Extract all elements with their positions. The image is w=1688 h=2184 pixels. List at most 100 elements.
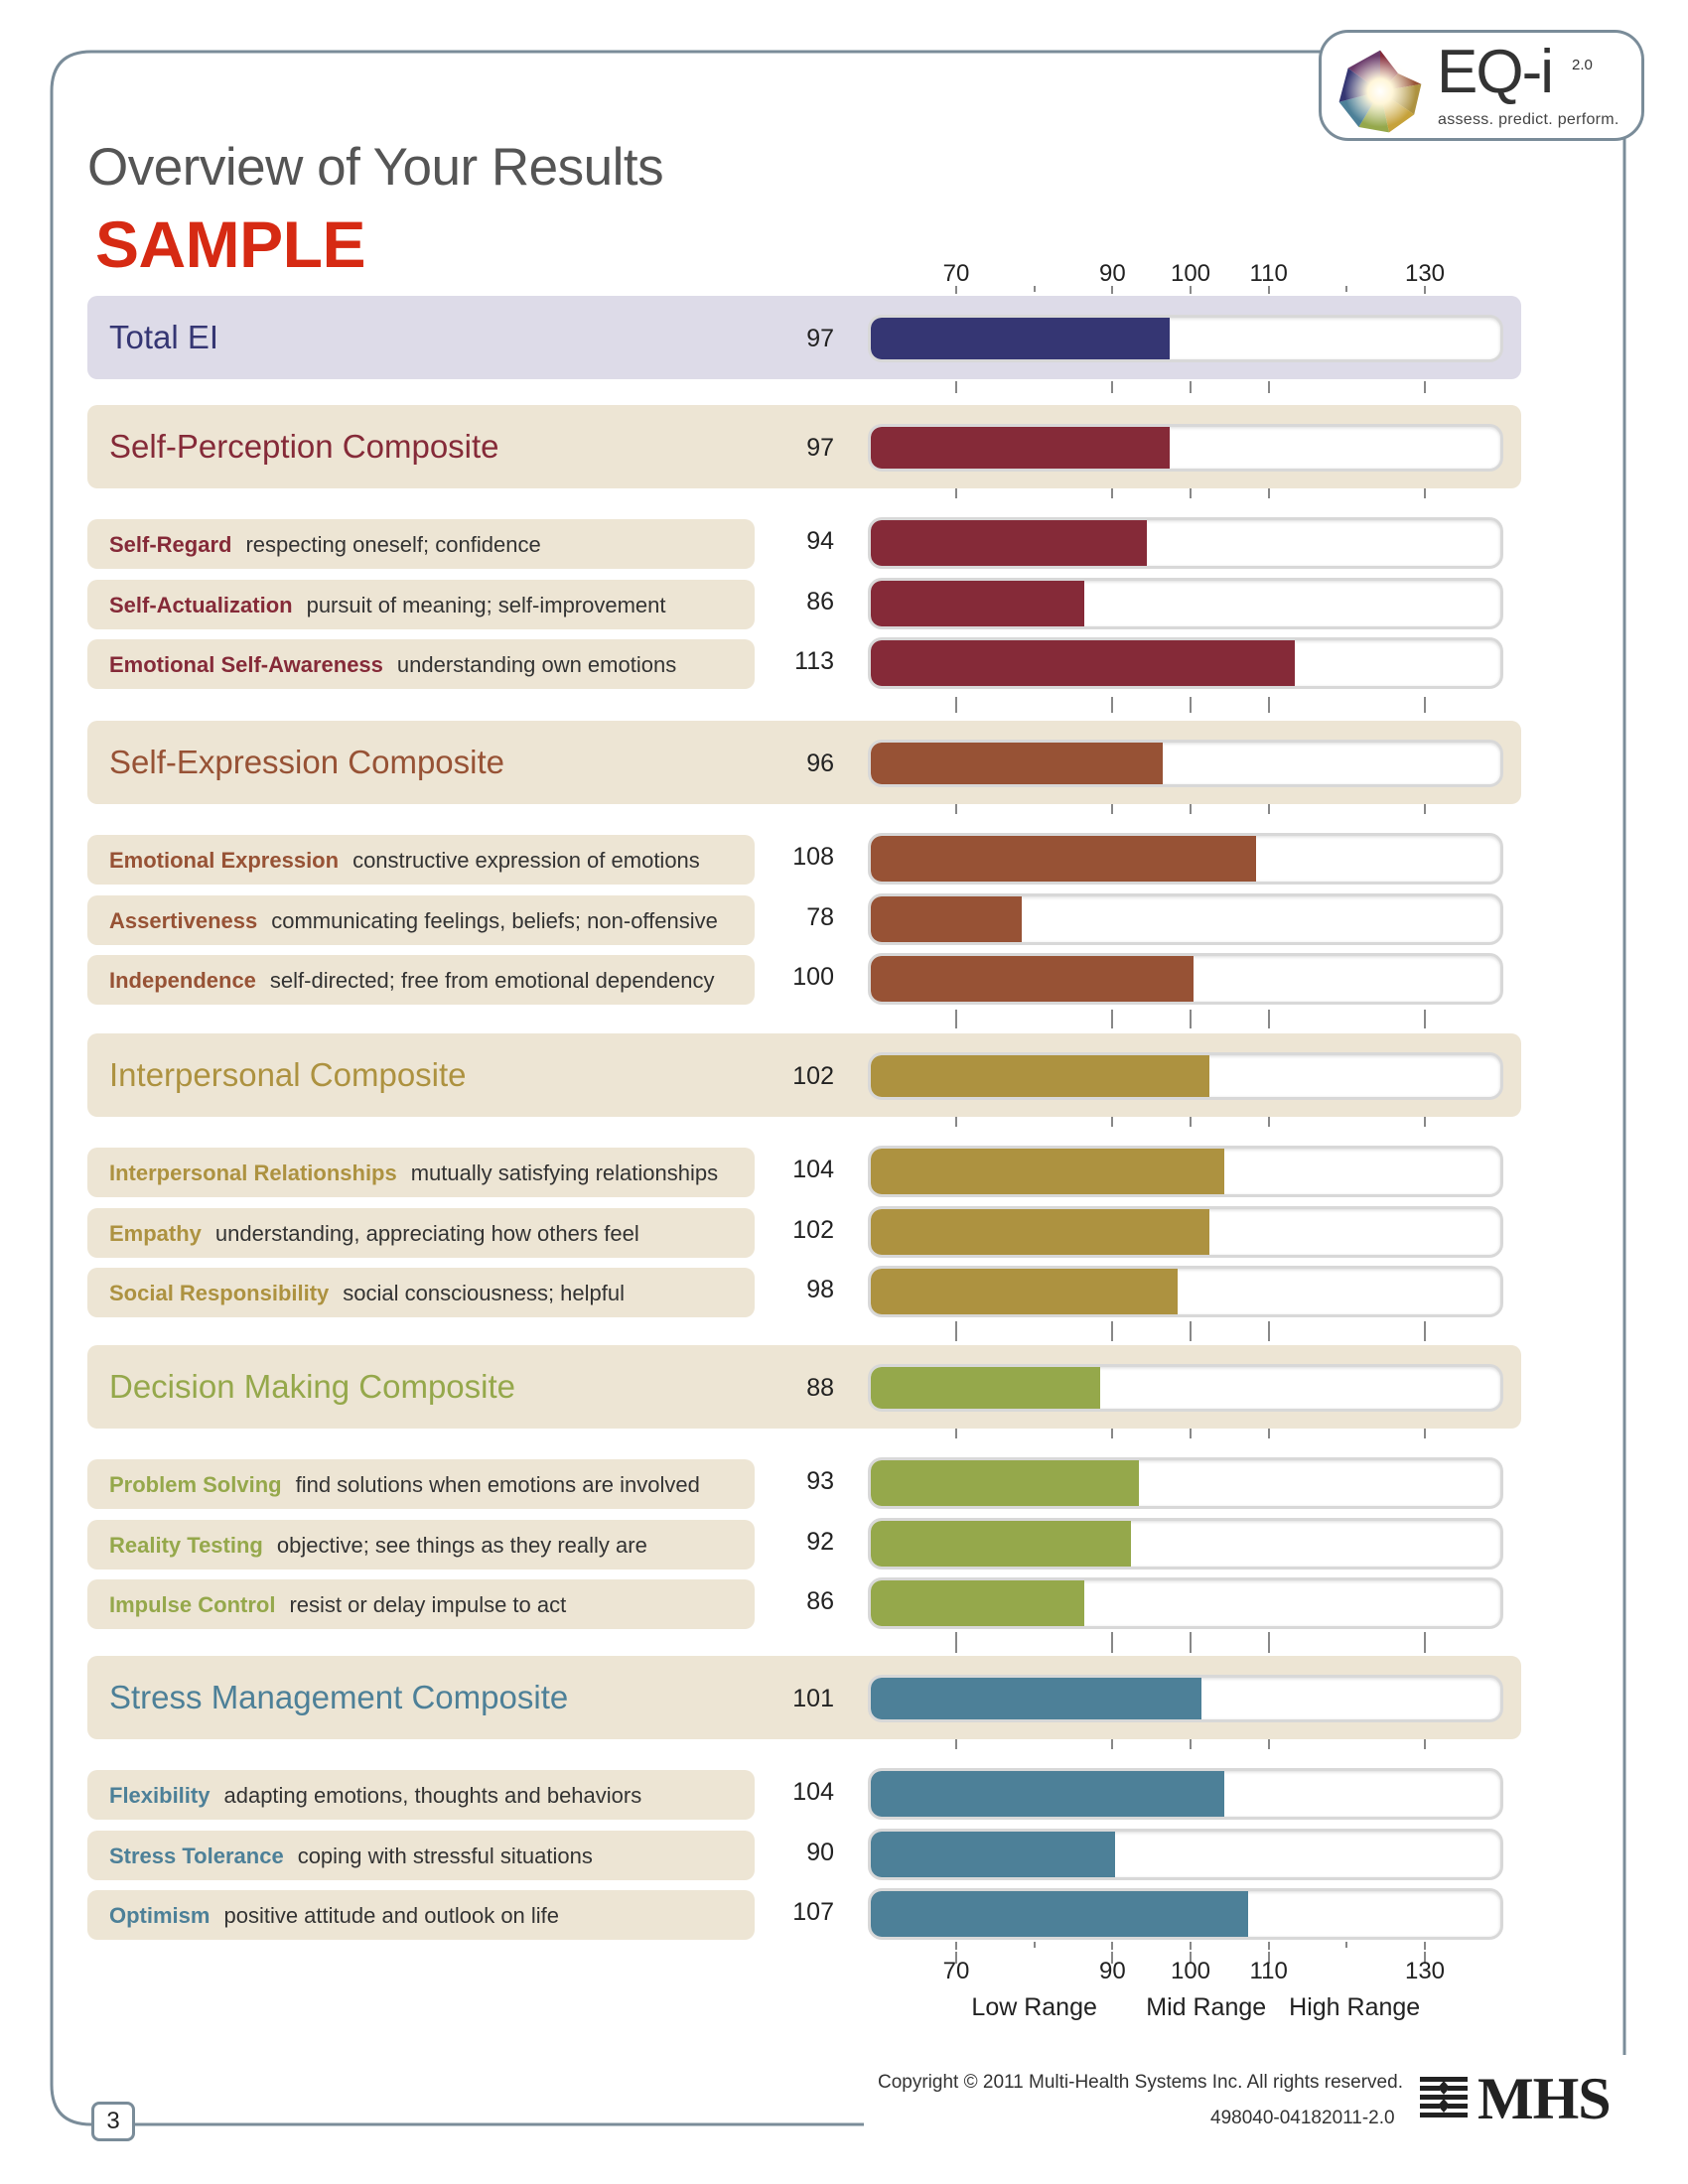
emotional-expression-bar: [871, 836, 1256, 882]
flexibility-bar: [871, 1771, 1225, 1817]
copyright-text: Copyright © 2011 Multi-Health Systems In…: [878, 2072, 1403, 2093]
bottom-tick-70: 70: [942, 1958, 970, 1984]
self-regard-bar-track: [868, 517, 1503, 569]
self-regard-score: 94: [806, 527, 834, 555]
interpersonal-composite-upper-tickmark-70: [955, 1010, 957, 1022]
bottom-tickmark-80: [1033, 1942, 1036, 1948]
top-tickmark-90: [1111, 286, 1114, 294]
bottom-tick-90: 90: [1098, 1958, 1126, 1984]
eqi-tagline: assess. predict. perform.: [1438, 111, 1619, 128]
interpersonal-composite-bar: [871, 1055, 1209, 1097]
self-expression-composite-score: 96: [806, 750, 834, 777]
mhs-emblem-icon: [1420, 2077, 1468, 2117]
self-expression-composite-lower-tickmark-100: [1190, 804, 1192, 814]
decision-making-composite-bottom-tickmark-90: [1111, 1641, 1114, 1653]
flexibility-bar-track: [868, 1768, 1503, 1820]
stress-tolerance-score: 90: [806, 1838, 834, 1866]
stress-management-composite-lower-tickmark-100: [1190, 1739, 1192, 1749]
decision-making-composite-bottom-tickmark-110: [1267, 1641, 1270, 1653]
stress-management-composite-lower-tickmark-130: [1424, 1739, 1426, 1749]
top-tickmark-130: [1424, 286, 1426, 294]
interpersonal-composite-lower-tickmark-110: [1267, 1117, 1270, 1127]
social-responsibility-text: Social Responsibility social consciousnes…: [109, 1268, 625, 1319]
decision-making-composite-bar: [871, 1367, 1100, 1409]
stress-management-composite-upper-tickmark-100: [1190, 1632, 1192, 1644]
bottom-tickmark-90: [1111, 1942, 1114, 1950]
emotional-expression-text: Emotional Expression constructive express…: [109, 835, 700, 887]
self-actualization-label: Self-Actualization: [109, 592, 293, 617]
interpersonal-composite-lower-tickmark-100: [1190, 1117, 1192, 1127]
reality-testing-description: objective; see things as they really are: [276, 1532, 647, 1558]
bottom-tickmark-70: [955, 1942, 957, 1950]
stress-management-composite-bar: [871, 1678, 1201, 1719]
interpersonal-composite-upper-tickmark-90: [1111, 1010, 1114, 1022]
decision-making-composite-label: Decision Making Composite: [109, 1368, 516, 1405]
self-expression-composite-lower-tickmark-70: [955, 804, 957, 814]
self-expression-composite-band: Self-Expression Composite: [87, 721, 1521, 804]
optimism-pill: Optimism positive attitude and outlook on…: [87, 1890, 755, 1940]
stress-tolerance-description: coping with stressful situations: [297, 1843, 593, 1868]
interpersonal-composite-upper-tickmark-100: [1190, 1010, 1192, 1022]
decision-making-composite-bar-track: [868, 1364, 1503, 1412]
interpersonal-composite-upper-tickmark-130: [1424, 1010, 1426, 1022]
assertiveness-score: 78: [806, 902, 834, 931]
bottom-tickmark-110: [1267, 1942, 1270, 1950]
decision-making-composite-bottom-tickmark-130: [1424, 1641, 1426, 1653]
stress-management-composite-bottom-tickmark-70: [955, 1952, 957, 1964]
assertiveness-bar-track: [868, 892, 1503, 945]
independence-score: 100: [792, 963, 834, 991]
self-perception-composite-label: Self-Perception Composite: [109, 428, 499, 465]
self-perception-composite-upper-tickmark-110: [1267, 381, 1270, 393]
emotional-self-awareness-score: 113: [794, 647, 834, 675]
self-expression-composite-bar-track: [868, 740, 1503, 787]
social-responsibility-bar-track: [868, 1266, 1503, 1317]
empathy-pill: Empathy understanding, appreciating how o…: [87, 1207, 755, 1260]
problem-solving-score: 93: [806, 1467, 834, 1495]
bottom-tick-100: 100: [1170, 1958, 1211, 1984]
emotional-expression-label: Emotional Expression: [109, 848, 340, 873]
impulse-control-label: Impulse Control: [109, 1592, 276, 1617]
optimism-bar-track: [868, 1888, 1503, 1940]
empathy-bar: [871, 1208, 1209, 1255]
reality-testing-score: 92: [806, 1527, 834, 1556]
independence-text: Independence self-directed; free from emo…: [109, 955, 715, 1007]
emotional-self-awareness-description: understanding own emotions: [396, 652, 677, 677]
page-number: 3: [91, 2102, 135, 2141]
self-perception-composite-bar: [871, 427, 1171, 469]
interpersonal-composite-bottom-tickmark-90: [1111, 1329, 1114, 1341]
reality-testing-bar: [871, 1520, 1132, 1567]
top-tick-100: 100: [1170, 260, 1211, 287]
decision-making-composite-upper-tickmark-70: [955, 1321, 957, 1333]
decision-making-composite-bottom-tickmark-70: [955, 1641, 957, 1653]
bottom-tickmark-120: [1345, 1942, 1348, 1948]
stress-management-composite-bar-track: [868, 1675, 1503, 1722]
problem-solving-description: find solutions when emotions are involve…: [295, 1472, 700, 1497]
sample-stamp: SAMPLE: [95, 207, 366, 281]
self-perception-composite-upper-tickmark-130: [1424, 381, 1426, 393]
reality-testing-label: Reality Testing: [109, 1532, 263, 1558]
eqi-starburst-icon: [1338, 50, 1422, 133]
empathy-text: Empathy understanding, appreciating how o…: [109, 1208, 639, 1260]
decision-making-composite-lower-tickmark-90: [1111, 1429, 1114, 1438]
self-perception-composite-bar-track: [868, 424, 1503, 472]
interpersonal-composite-upper-tickmark-110: [1267, 1010, 1270, 1022]
range-label-mid-range: Mid Range: [1146, 1993, 1267, 2021]
self-expression-composite-upper-tickmark-100: [1190, 697, 1192, 709]
problem-solving-label: Problem Solving: [109, 1472, 282, 1497]
decision-making-composite-lower-tickmark-100: [1190, 1429, 1192, 1438]
interpersonal-composite-lower-tickmark-90: [1111, 1117, 1114, 1127]
interpersonal-relationships-text: Interpersonal Relationships mutually sati…: [109, 1148, 718, 1199]
page-title: Overview of Your Results: [87, 138, 664, 197]
interpersonal-composite-bottom-tickmark-100: [1190, 1329, 1192, 1341]
self-actualization-text: Self-Actualization pursuit of meaning; se…: [109, 580, 666, 631]
empathy-score: 102: [792, 1215, 834, 1244]
self-actualization-bar: [871, 580, 1084, 626]
bottom-tickmark-100: [1190, 1942, 1192, 1950]
interpersonal-composite-label: Interpersonal Composite: [109, 1056, 467, 1093]
emotional-expression-description: constructive expression of emotions: [352, 848, 700, 873]
self-expression-composite-bottom-tickmark-90: [1111, 1017, 1114, 1028]
self-perception-composite-score: 97: [806, 434, 834, 462]
self-perception-composite-upper-tickmark-100: [1190, 381, 1192, 393]
flexibility-description: adapting emotions, thoughts and behavior…: [223, 1783, 642, 1808]
interpersonal-relationships-label: Interpersonal Relationships: [109, 1160, 397, 1185]
